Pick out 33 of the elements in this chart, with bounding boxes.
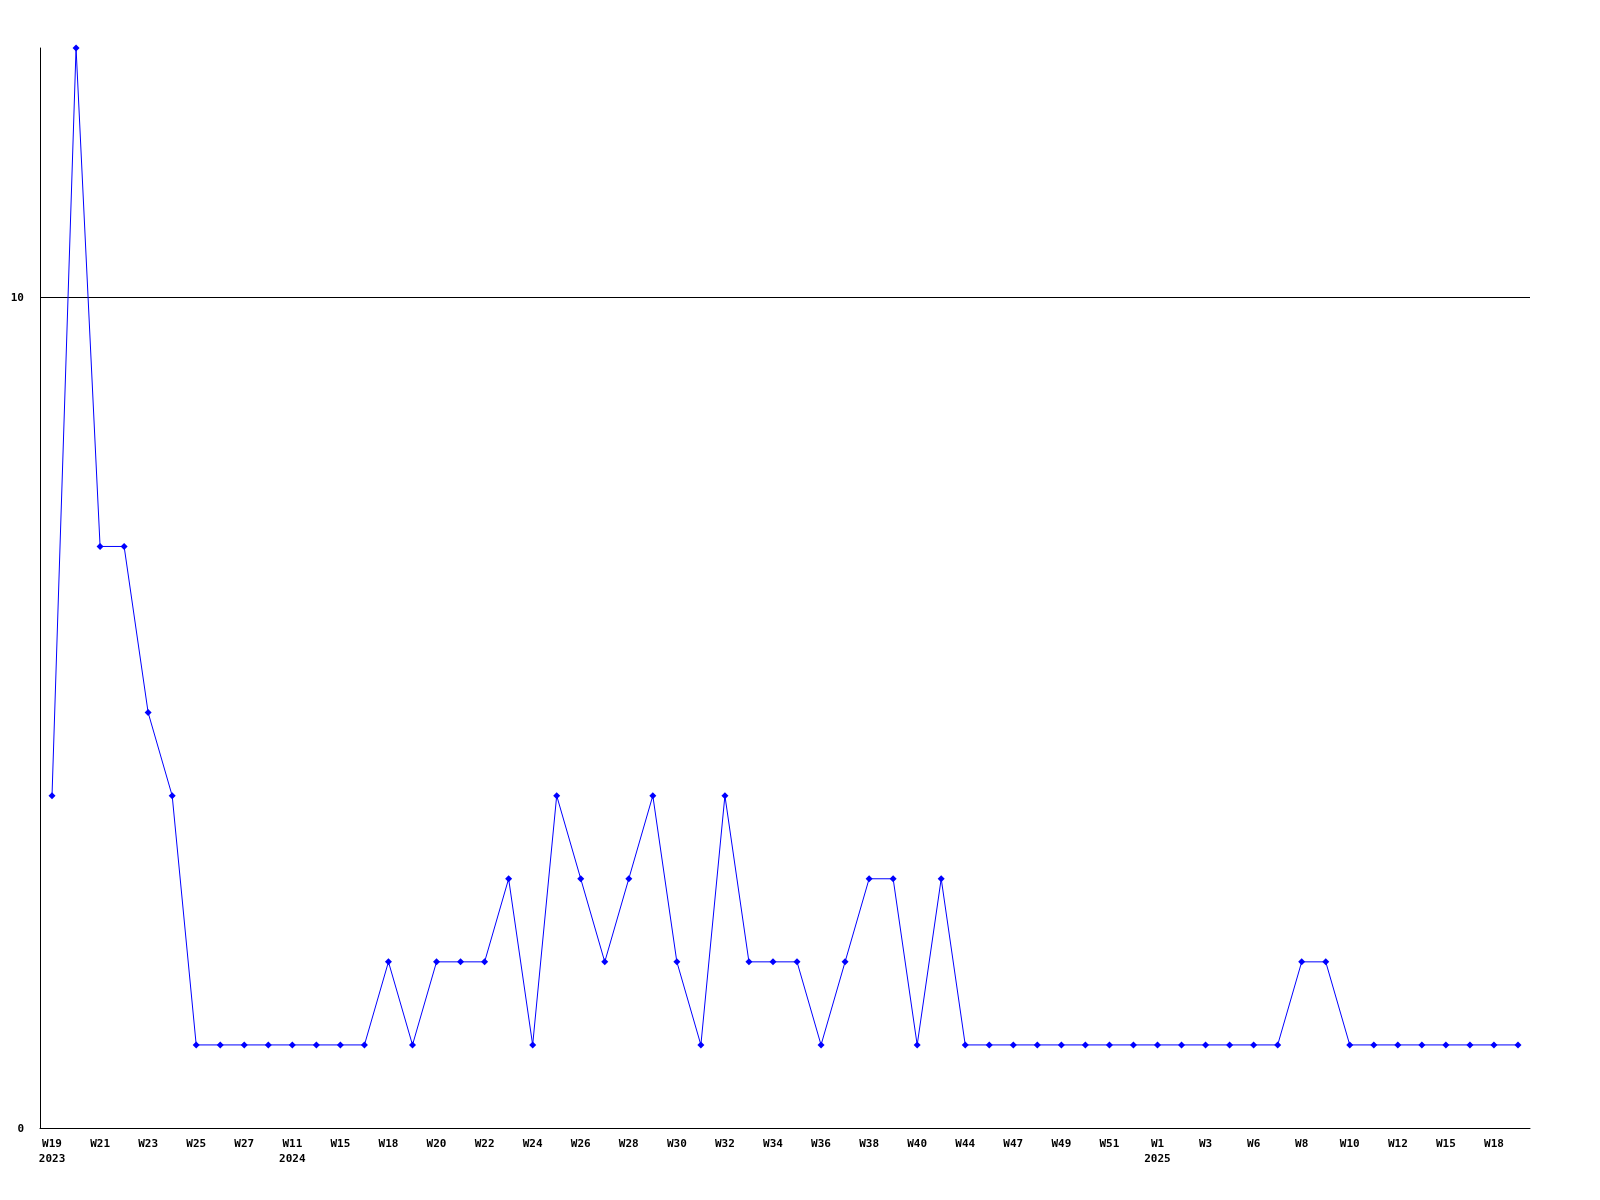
y-tick-label: 10 [10,290,24,304]
x-tick-label: W18 [378,1137,399,1150]
x-tick-label: W30 [666,1137,687,1150]
x-tick-label: W1 2025 [1144,1137,1171,1165]
x-tick-label: W24 [522,1137,543,1150]
x-tick-label: W27 [234,1137,255,1150]
x-tick-label: W40 [907,1137,928,1150]
x-tick-label: W47 [1003,1137,1024,1150]
x-tick-label: W36 [811,1137,832,1150]
x-tick-label: W22 [474,1137,495,1150]
x-tick-label: W25 [186,1137,207,1150]
x-tick-label: W12 [1387,1137,1408,1150]
x-tick-label: W32 [714,1137,735,1150]
x-tick-label: W28 [618,1137,639,1150]
x-tick-label: W38 [859,1137,880,1150]
y-tick-label: 0 [17,1121,24,1135]
x-tick-label: W19 2023 [38,1137,66,1165]
x-tick-label: W23 [138,1137,159,1150]
x-tick-label: W51 [1099,1137,1120,1150]
x-tick-label: W49 [1051,1137,1072,1150]
x-tick-label: W21 [90,1137,111,1150]
x-tick-label: W10 [1339,1137,1360,1150]
x-tick-label: W8 [1295,1137,1309,1150]
x-tick-label: W3 [1198,1137,1213,1150]
x-tick-label: W18 [1484,1137,1504,1150]
x-tick-label: W26 [570,1137,592,1150]
x-tick-label: W34 [763,1137,784,1150]
x-tick-label: W44 [955,1137,976,1150]
x-tick-label: W15 [330,1137,351,1150]
x-tick-label: W15 [1435,1137,1456,1150]
x-tick-label: W20 [426,1137,447,1150]
x-tick-label: W11 2024 [279,1137,306,1165]
x-tick-label: W6 [1247,1137,1261,1150]
